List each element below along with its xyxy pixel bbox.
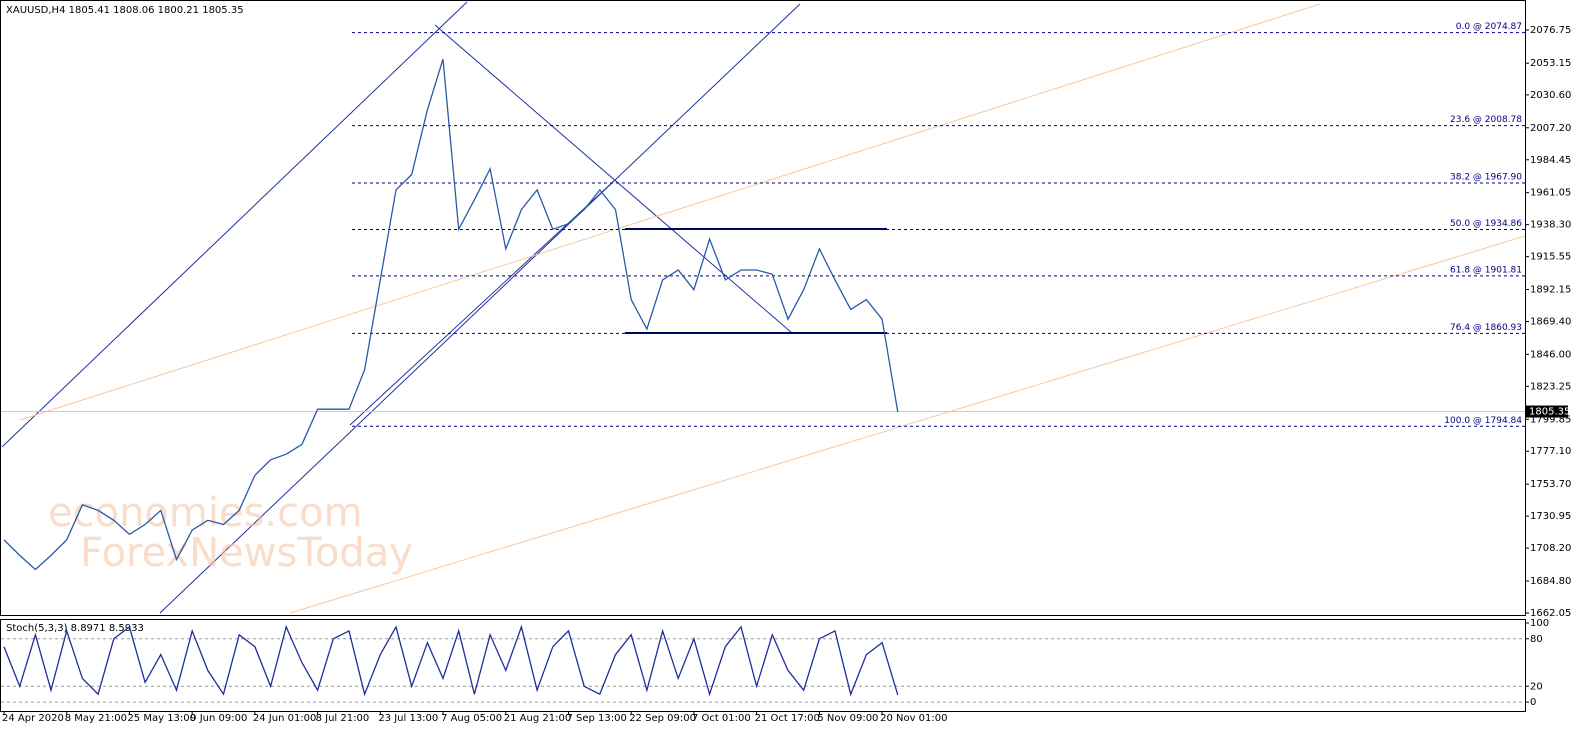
y-tick-label: 1961.05 <box>1530 188 1571 199</box>
y-tick-label: 1730.95 <box>1530 511 1571 522</box>
x-tick-label: 22 Sep 09:00 <box>629 713 696 724</box>
watermark: economies.com <box>48 490 363 536</box>
y-tick-label: 1777.10 <box>1530 446 1571 457</box>
fib-label: 76.4 @ 1860.93 <box>1450 323 1522 333</box>
fib-label: 61.8 @ 1901.81 <box>1450 265 1522 275</box>
x-tick-label: 21 Oct 17:00 <box>755 713 820 724</box>
price-line <box>3 59 899 571</box>
y-tick-label: 0 <box>1530 697 1536 708</box>
y-tick-label: 1869.40 <box>1530 316 1571 327</box>
chart-title: XAUUSD,H4 1805.41 1808.06 1800.21 1805.3… <box>6 5 244 16</box>
y-tick-label: 1823.25 <box>1530 381 1571 392</box>
y-tick-label: 1684.80 <box>1530 576 1571 587</box>
channel-line <box>159 3 801 614</box>
x-tick-label: 25 May 13:00 <box>127 713 196 724</box>
x-tick-label: 7 Oct 01:00 <box>692 713 751 724</box>
fib-label: 50.0 @ 1934.86 <box>1450 219 1522 229</box>
x-tick-label: 9 Jun 09:00 <box>190 713 247 724</box>
channel-line <box>19 3 1321 421</box>
fib-label: 23.6 @ 2008.78 <box>1450 115 1522 125</box>
fib-label: 100.0 @ 1794.84 <box>1444 416 1522 426</box>
y-tick-label: 1662.05 <box>1530 608 1571 619</box>
fib-label: 0.0 @ 2074.87 <box>1456 22 1522 32</box>
x-tick-label: 21 Aug 21:00 <box>504 713 571 724</box>
x-tick-label: 20 Nov 01:00 <box>880 713 947 724</box>
x-tick-label: 7 Aug 05:00 <box>441 713 502 724</box>
price-frame <box>0 0 1526 616</box>
y-tick-label: 1938.30 <box>1530 220 1571 231</box>
channel-line <box>289 235 1526 614</box>
price-line <box>3 624 899 697</box>
oscillator-title: Stoch(5,3,3) 8.8971 8.5933 <box>6 623 144 634</box>
y-tick-label: 1708.20 <box>1530 543 1571 554</box>
x-tick-label: 7 Sep 13:00 <box>566 713 626 724</box>
x-tick-label: 5 Nov 09:00 <box>817 713 878 724</box>
y-tick-label: 2007.20 <box>1530 123 1571 134</box>
current-price-box <box>1526 405 1568 418</box>
trend-line <box>434 24 793 334</box>
y-tick-label: 1984.45 <box>1530 155 1571 166</box>
y-tick-label: 1892.15 <box>1530 285 1571 296</box>
current-price-label: 1805.35 <box>1529 407 1570 418</box>
y-tick-label: 1846.00 <box>1530 349 1571 360</box>
drawings <box>1 1 1526 614</box>
y-tick-label: 2076.75 <box>1530 25 1571 36</box>
x-tick-label: 24 Jun 01:00 <box>253 713 317 724</box>
x-tick-label: 23 Jul 13:00 <box>378 713 438 724</box>
watermark: ForexNewsToday <box>80 530 413 576</box>
y-tick-label: 2053.15 <box>1530 58 1571 69</box>
channel-line <box>1 1 468 448</box>
x-tick-label: 8 May 21:00 <box>65 713 127 724</box>
x-tick-label: 24 Apr 2020 <box>2 713 64 724</box>
y-tick-label: 1799.85 <box>1530 414 1571 425</box>
y-tick-label: 1753.70 <box>1530 479 1571 490</box>
x-tick-label: 8 Jul 21:00 <box>316 713 370 724</box>
y-tick-label: 2030.60 <box>1530 90 1571 101</box>
y-tick-label: 100 <box>1530 618 1549 629</box>
y-tick-label: 1915.55 <box>1530 252 1571 263</box>
fib-label: 38.2 @ 1967.90 <box>1450 173 1522 183</box>
oscillator-frame <box>0 619 1526 712</box>
y-tick-label: 20 <box>1530 681 1543 692</box>
y-tick-label: 80 <box>1530 634 1543 645</box>
